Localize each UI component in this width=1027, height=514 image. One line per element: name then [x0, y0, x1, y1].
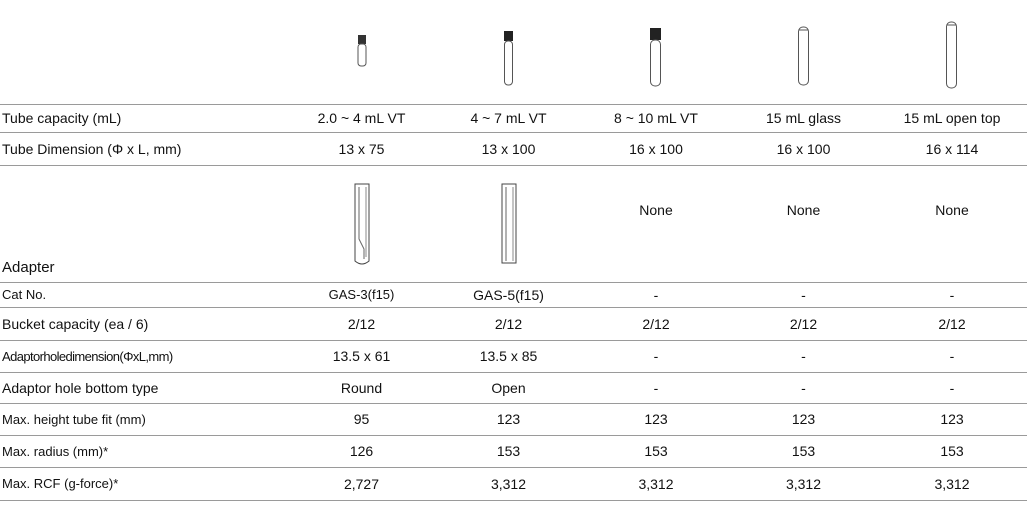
cell: 13.5 x 85: [435, 340, 582, 373]
cell: -: [582, 340, 730, 373]
cell: -: [877, 282, 1027, 308]
cell: -: [877, 340, 1027, 373]
cell: -: [730, 372, 877, 404]
row-label: Cat No.: [0, 282, 288, 308]
adapter-icon: [354, 183, 369, 264]
cell: -: [582, 282, 730, 308]
cell: 126: [288, 435, 435, 468]
row: Max. RCF (g-force)* 2,727 3,312 3,312 3,…: [0, 467, 1027, 501]
cell: GAS-3(f15): [288, 282, 435, 308]
row-label: Adaptor hole bottom type: [0, 372, 288, 404]
row-label: Adapter: [0, 165, 288, 283]
cell: 13 x 100: [435, 132, 582, 166]
cell: 153: [435, 435, 582, 468]
cell: 153: [877, 435, 1027, 468]
cell: 3,312: [435, 467, 582, 501]
row: Cat No. GAS-3(f15) GAS-5(f15) - - -: [0, 282, 1027, 308]
row-label: Max. radius (mm)*: [0, 435, 288, 468]
cell: -: [730, 282, 877, 308]
row-label: Adaptorholedimension(ΦxL,mm): [0, 340, 288, 373]
cell: 153: [730, 435, 877, 468]
cell: 16 x 100: [730, 132, 877, 166]
cell: 2/12: [582, 307, 730, 341]
row: Max. height tube fit (mm) 95 123 123 123…: [0, 403, 1027, 436]
spec-table: Tube capacity (mL) 2.0 ~ 4 mL VT 4 ~ 7 m…: [0, 0, 1027, 501]
cell: 2.0 ~ 4 mL VT: [288, 103, 435, 133]
cell: 95: [288, 403, 435, 436]
cell: 123: [435, 403, 582, 436]
cell: 2/12: [435, 307, 582, 341]
cell: 123: [877, 403, 1027, 436]
cell: -: [730, 340, 877, 373]
row: Adaptorholedimension(ΦxL,mm) 13.5 x 61 1…: [0, 340, 1027, 373]
cell: 2/12: [877, 307, 1027, 341]
row: Tube capacity (mL) 2.0 ~ 4 mL VT 4 ~ 7 m…: [0, 103, 1027, 133]
cell: None: [730, 165, 877, 283]
cell: 13 x 75: [288, 132, 435, 166]
cell: -: [582, 372, 730, 404]
adapter-row: Adapter None None None: [0, 165, 1027, 283]
cell: 2,727: [288, 467, 435, 501]
cell: -: [877, 372, 1027, 404]
cell: 3,312: [730, 467, 877, 501]
cell: 2/12: [730, 307, 877, 341]
cell: 13.5 x 61: [288, 340, 435, 373]
cell: Open: [435, 372, 582, 404]
row-label: Bucket capacity (ea / 6): [0, 307, 288, 341]
tube-icon: [357, 34, 366, 67]
cell: 8 ~ 10 mL VT: [582, 103, 730, 133]
row-label: Max. height tube fit (mm): [0, 403, 288, 436]
row-label: Tube Dimension (Φ x L, mm): [0, 132, 288, 166]
row-label: Tube capacity (mL): [0, 103, 288, 133]
tube-icon: [503, 30, 513, 86]
tube-image-row: [0, 0, 1027, 104]
row-label: Max. RCF (g-force)*: [0, 467, 288, 501]
cell: 3,312: [877, 467, 1027, 501]
tube-icon: [650, 27, 661, 87]
cell: 4 ~ 7 mL VT: [435, 103, 582, 133]
cell: Round: [288, 372, 435, 404]
adapter-icon: [501, 183, 516, 263]
cell: None: [582, 165, 730, 283]
row: Max. radius (mm)* 126 153 153 153 153: [0, 435, 1027, 468]
row: Adaptor hole bottom type Round Open - - …: [0, 372, 1027, 404]
cell: 3,312: [582, 467, 730, 501]
row: Bucket capacity (ea / 6) 2/12 2/12 2/12 …: [0, 307, 1027, 341]
cell: 15 mL open top: [877, 103, 1027, 133]
cell: 16 x 114: [877, 132, 1027, 166]
cell: 123: [582, 403, 730, 436]
tube-icon: [797, 26, 809, 86]
cell: GAS-5(f15): [435, 282, 582, 308]
cell: None: [877, 165, 1027, 283]
cell: 153: [582, 435, 730, 468]
cell: 16 x 100: [582, 132, 730, 166]
tube-icon: [946, 21, 957, 89]
cell: 15 mL glass: [730, 103, 877, 133]
row: Tube Dimension (Φ x L, mm) 13 x 75 13 x …: [0, 132, 1027, 166]
cell: 123: [730, 403, 877, 436]
cell: 2/12: [288, 307, 435, 341]
